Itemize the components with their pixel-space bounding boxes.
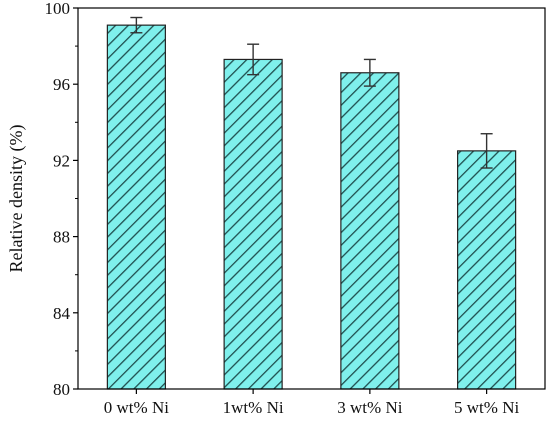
y-tick-label: 88 xyxy=(53,228,70,247)
x-tick-label: 1wt% Ni xyxy=(223,398,284,417)
error-bar-4 xyxy=(480,133,493,169)
bar-1 xyxy=(106,24,166,390)
bar-4 xyxy=(457,150,517,390)
error-bars xyxy=(130,16,493,169)
y-tick-label: 92 xyxy=(53,151,70,170)
bar-3 xyxy=(340,72,400,390)
bars xyxy=(106,24,517,390)
error-bar-1 xyxy=(130,16,143,34)
x-tick-label: 0 wt% Ni xyxy=(104,398,169,417)
error-bar-3 xyxy=(363,58,376,87)
x-tick-label: 3 wt% Ni xyxy=(337,398,402,417)
y-tick-label: 100 xyxy=(45,0,71,18)
x-tick-label: 5 wt% Ni xyxy=(454,398,519,417)
y-axis: 80 84 88 92 96 100 xyxy=(45,0,78,399)
x-axis: 0 wt% Ni 1wt% Ni 3 wt% Ni 5 wt% Ni xyxy=(104,389,519,417)
bar-2 xyxy=(223,58,283,390)
error-bar-2 xyxy=(247,43,260,76)
y-tick-label: 84 xyxy=(53,304,71,323)
y-tick-label: 96 xyxy=(53,75,70,94)
y-tick-label: 80 xyxy=(53,380,70,399)
y-axis-title: Relative density (%) xyxy=(6,125,27,273)
